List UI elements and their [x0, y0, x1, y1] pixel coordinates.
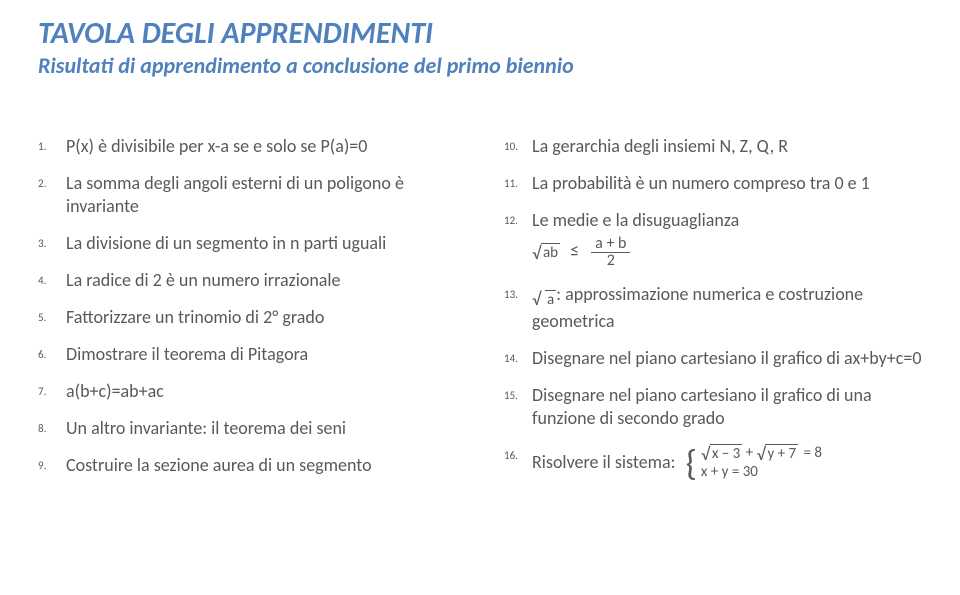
list-item: P(x) è divisibile per x-a se e solo se P…: [38, 135, 456, 158]
sqrt-body: a: [545, 290, 556, 309]
radical-icon: √: [757, 445, 766, 464]
list-item: Le medie e la disuguaglianza √ ab ≤ a + …: [504, 209, 922, 269]
eq1-rhs: = 8: [804, 444, 822, 462]
equation-system: { √ x − 3 + √ y + 7 =: [686, 444, 822, 483]
radical-icon: √: [701, 445, 710, 464]
list-item: √ a : approssimazione numerica e costruz…: [504, 283, 922, 333]
left-brace-icon: {: [686, 445, 697, 481]
item-text: Risolvere il sistema:: [532, 451, 676, 473]
sqrt-y-7: √ y + 7: [757, 444, 799, 463]
list-item: La gerarchia degli insiemi N, Z, Q, R: [504, 135, 922, 158]
list-item: Dimostrare il teorema di Pitagora: [38, 343, 456, 366]
radical-icon: √: [532, 288, 541, 310]
plus-symbol: +: [746, 444, 757, 462]
sqrt-body: y + 7: [765, 444, 798, 463]
list-item: Disegnare nel piano cartesiano il grafic…: [504, 384, 922, 430]
right-column: La gerarchia degli insiemi N, Z, Q, R La…: [504, 135, 922, 497]
radical-icon: √: [532, 244, 541, 263]
list-item: Disegnare nel piano cartesiano il grafic…: [504, 347, 922, 370]
item-text: : approssimazione numerica e costruzione…: [532, 283, 863, 332]
equation-rows: √ x − 3 + √ y + 7 = 8 x + y = 30: [701, 444, 822, 483]
inequality-formula: √ ab ≤ a + b 2: [532, 236, 922, 269]
page-subtitle: Risultati di apprendimento a conclusione…: [38, 52, 922, 79]
sqrt-body: x − 3: [710, 444, 742, 463]
le-symbol: ≤: [570, 239, 579, 261]
left-column: P(x) è divisibile per x-a se e solo se P…: [38, 135, 456, 497]
equation-row-2: x + y = 30: [701, 463, 822, 483]
list-item: a(b+c)=ab+ac: [38, 380, 456, 403]
item-text: Le medie e la disuguaglianza: [532, 209, 739, 231]
list-item: Fattorizzare un trinomio di 2° grado: [38, 306, 456, 329]
fraction: a + b 2: [591, 236, 630, 269]
left-list: P(x) è divisibile per x-a se e solo se P…: [38, 135, 456, 477]
sqrt-x-3: √ x − 3: [701, 444, 742, 463]
equation-row-1: √ x − 3 + √ y + 7 = 8: [701, 444, 822, 464]
fraction-denominator: 2: [591, 253, 630, 269]
right-list: La gerarchia degli insiemi N, Z, Q, R La…: [504, 135, 922, 483]
sqrt-a: √ a: [532, 287, 556, 310]
sqrt-ab: √ ab: [532, 243, 560, 262]
list-item: Risolvere il sistema: { √ x − 3 + √: [504, 444, 922, 483]
list-item: La somma degli angoli esterni di un poli…: [38, 172, 456, 218]
list-item: La divisione di un segmento in n parti u…: [38, 232, 456, 255]
content-columns: P(x) è divisibile per x-a se e solo se P…: [38, 135, 922, 497]
list-item: Costruire la sezione aurea di un segment…: [38, 454, 456, 477]
page-title: TAVOLA DEGLI APPRENDIMENTI: [38, 18, 922, 50]
list-item: La radice di 2 è un numero irrazionale: [38, 269, 456, 292]
list-item: Un altro invariante: il teorema dei seni: [38, 417, 456, 440]
list-item: La probabilità è un numero compreso tra …: [504, 172, 922, 195]
sqrt-body: ab: [541, 243, 560, 262]
